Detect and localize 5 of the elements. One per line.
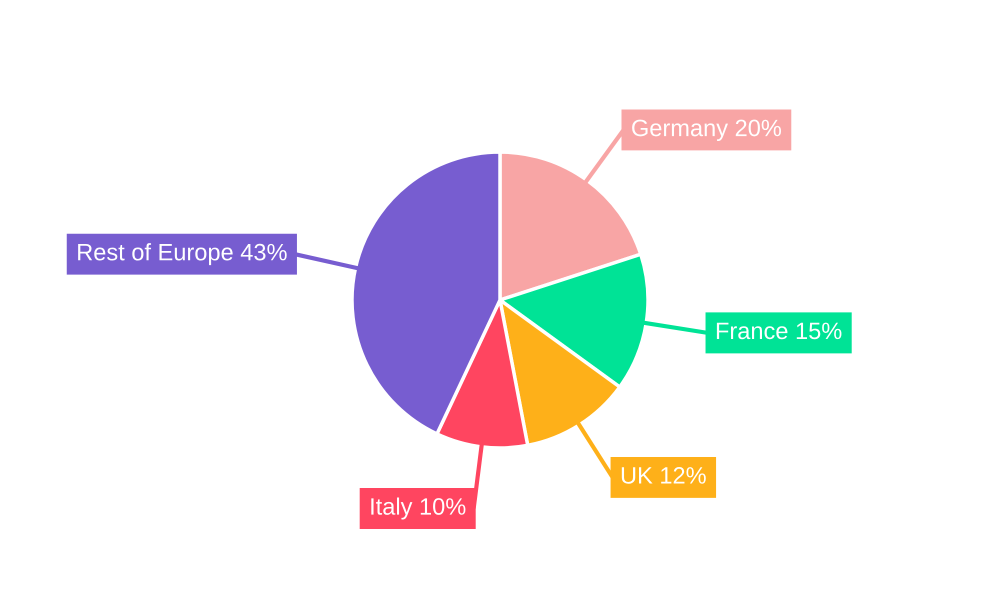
slice-label: Germany 20%	[632, 120, 781, 141]
slice-label: Italy 10%	[371, 498, 466, 520]
slice-label: UK 12%	[622, 467, 706, 484]
slice-label: France 15%	[716, 322, 842, 340]
slice-label: Rest of Europe 43%	[78, 243, 287, 266]
